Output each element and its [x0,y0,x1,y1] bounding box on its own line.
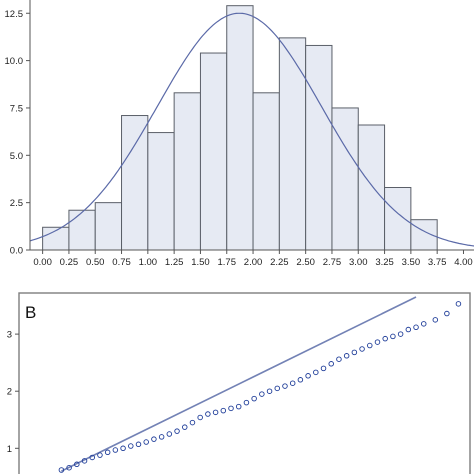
qq-point [174,428,180,434]
qq-point [243,399,250,406]
x-tick-label: 2.00 [244,257,263,268]
qq-point [289,380,296,386]
qq-point [212,409,219,416]
histogram-bar [68,209,96,251]
qq-point [220,407,227,414]
histogram-bar [147,132,175,251]
y-tick-label: 1 [7,444,12,455]
qq-point [112,447,119,453]
histogram-bar [94,202,123,251]
qq-reference-line [61,296,417,472]
histogram-bar [384,187,412,251]
histogram-bar [278,37,307,251]
histogram-bar [199,52,228,251]
panel-label-b: B [25,303,36,322]
qq-point [444,310,450,317]
x-tick-label: 3.00 [349,257,368,268]
x-tick-label: 2.50 [296,257,315,268]
qq-point [74,461,80,468]
qq-point [104,449,111,456]
y-tick-label: 3 [7,330,12,341]
qq-point [205,411,211,417]
qq-point [151,436,157,442]
qq-point [282,383,288,389]
qq-plot-frame [18,292,471,474]
qq-point [405,326,412,333]
x-tick-label: 1.00 [139,257,158,268]
qq-point [166,431,173,437]
x-tick-label: 4.00 [454,257,473,268]
y-tick-label: 7.5 [10,103,23,114]
x-tick-label: 0.00 [33,257,52,268]
histogram-bar [305,44,333,251]
qq-point [297,377,304,383]
qq-point [97,452,103,458]
qq-point [320,365,327,372]
histogram-bar [252,92,280,251]
x-tick-label: 1.75 [217,257,236,268]
qq-point [158,434,165,440]
qq-point [235,403,242,410]
y-tick-label: 12.5 [5,9,24,20]
qq-point [343,353,350,359]
qq-point [81,458,88,464]
histogram-panel: 0.0 2.5 5.0 7.5 10.0 12.5 0.00 0.25 0.50 0.75 1.00… [5,0,474,268]
qq-point [367,342,373,349]
qq-point [266,388,273,394]
qq-point [420,321,427,327]
qq-point [228,405,234,412]
qq-point [128,443,134,449]
qq-plot-panel: B 1 2 3 [7,292,471,474]
qq-point [251,395,257,402]
qq-point [313,369,319,376]
y-tick-label: 10.0 [5,56,24,67]
qq-point [413,324,419,331]
qq-point [382,335,388,342]
x-tick-label: 3.25 [375,257,394,268]
y-tick-label: 0.0 [10,246,23,257]
qq-point [58,467,65,473]
qq-point [274,385,281,392]
x-tick-label: 3.50 [402,257,421,268]
qq-point [120,445,126,452]
y-tick-label: 5.0 [10,151,23,162]
x-tick-label: 1.25 [165,257,184,268]
normal-density-curve [29,12,474,247]
histogram-bar [173,92,201,251]
qq-point [328,361,334,367]
qq-point [143,439,149,445]
qq-point [351,349,358,356]
qq-point [397,331,404,337]
histogram-bar [121,115,149,251]
qq-point [189,419,196,426]
qq-point [135,441,142,448]
qq-point [432,317,439,323]
x-tick-label: 0.75 [112,257,131,268]
qq-point [455,301,462,307]
qq-point [197,414,203,421]
qq-point [305,373,311,379]
y-tick-label: 2.5 [10,198,23,209]
qq-point [336,356,342,362]
qq-point [182,424,188,430]
qq-point [390,333,396,340]
qq-point [89,454,95,461]
x-tick-label: 0.25 [60,257,79,268]
x-tick-label: 3.75 [428,257,447,268]
qq-point [259,391,265,397]
qq-point [374,339,381,345]
qq-point [66,464,72,471]
x-tick-label: 2.75 [323,257,342,268]
histogram-bar [357,124,386,251]
x-tick-label: 0.50 [86,257,105,268]
qq-point [359,346,365,352]
histogram-bar [331,107,359,251]
x-tick-label: 2.25 [270,257,289,268]
histogram-bar [226,5,254,251]
y-tick-label: 2 [7,387,12,398]
x-tick-label: 1.50 [191,257,210,268]
